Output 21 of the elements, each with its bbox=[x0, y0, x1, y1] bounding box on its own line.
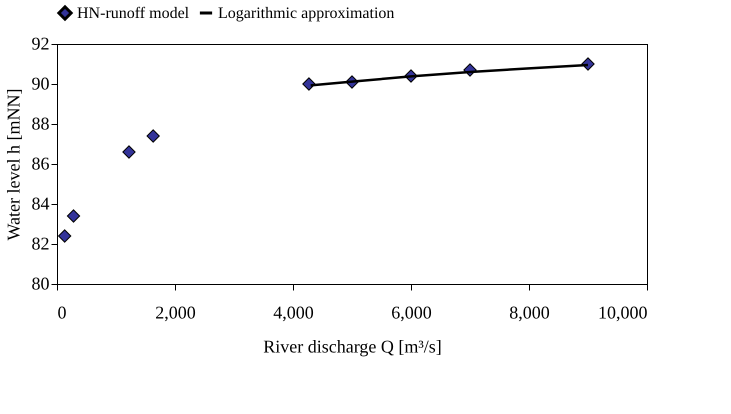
y-tick-label: 86 bbox=[32, 154, 50, 174]
y-tick-label: 82 bbox=[32, 234, 50, 254]
y-tick-label: 90 bbox=[32, 74, 50, 94]
y-tick-label: 92 bbox=[32, 34, 50, 54]
x-axis-title: River discharge Q [m³/s] bbox=[263, 336, 442, 356]
x-tick-label: 10,000 bbox=[598, 302, 648, 322]
x-tick-label: 4,000 bbox=[273, 302, 314, 322]
x-tick-label: 2,000 bbox=[155, 302, 196, 322]
x-tick-label: 0 bbox=[58, 302, 66, 322]
point bbox=[122, 145, 136, 159]
y-tick-label: 88 bbox=[32, 114, 50, 134]
point bbox=[58, 229, 72, 243]
x-tick-label: 6,000 bbox=[391, 302, 432, 322]
legend-label: HN-runoff model bbox=[77, 5, 190, 22]
x-tick-label: 8,000 bbox=[509, 302, 550, 322]
point bbox=[146, 129, 160, 143]
y-tick-label: 84 bbox=[32, 194, 50, 214]
legend-label: Logarithmic approximation bbox=[218, 5, 394, 22]
y-axis-title: Water level h [mNN] bbox=[4, 88, 24, 240]
point bbox=[66, 209, 80, 223]
y-tick-label: 80 bbox=[32, 274, 50, 294]
